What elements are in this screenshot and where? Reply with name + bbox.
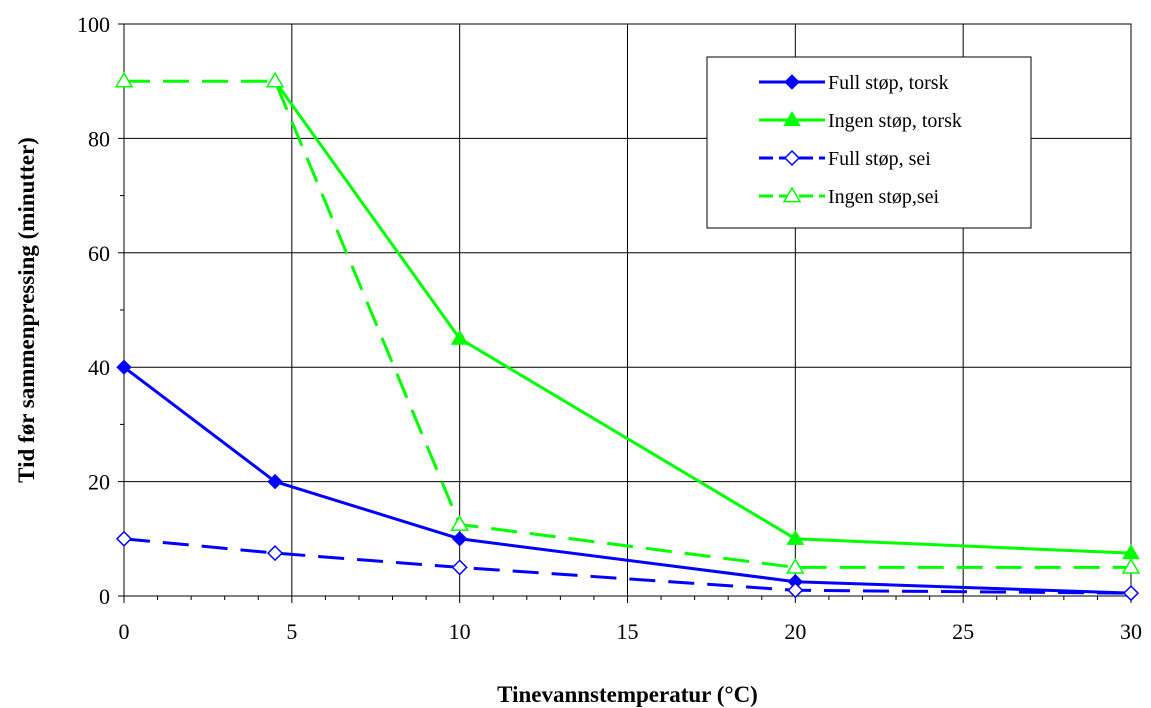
data-point — [1121, 557, 1141, 574]
y-tick-label: 20 — [88, 470, 110, 495]
data-point — [114, 71, 134, 88]
legend-label: Full støp, sei — [828, 148, 931, 170]
x-tick-label: 10 — [449, 619, 471, 644]
legend-box — [706, 56, 1032, 229]
x-tick-label: 0 — [119, 619, 130, 644]
y-tick-label: 40 — [88, 355, 110, 380]
legend-item: Full støp, sei — [759, 148, 931, 170]
data-point — [267, 473, 283, 490]
legend-label: Ingen støp, torsk — [828, 110, 962, 132]
data-point — [450, 515, 469, 531]
legend-marker — [783, 149, 801, 167]
data-point — [787, 582, 804, 599]
x-tick-label: 15 — [617, 619, 639, 644]
legend-item: Ingen støp, torsk — [759, 110, 962, 132]
data-point — [451, 531, 468, 547]
series — [114, 71, 1141, 602]
x-tick-label: 25 — [952, 619, 974, 644]
y-tick-label: 80 — [88, 126, 110, 151]
data-point — [266, 545, 284, 562]
series-group — [114, 71, 1141, 574]
data-point — [786, 557, 805, 574]
y-tick-label: 0 — [99, 584, 110, 609]
y-tick-label: 60 — [88, 241, 110, 266]
data-point — [265, 71, 285, 88]
legend-marker — [784, 74, 800, 90]
x-tick-label: 20 — [784, 619, 806, 644]
legend-marker — [783, 111, 801, 127]
data-point — [451, 559, 468, 576]
y-tick-label: 100 — [77, 12, 110, 37]
series-line — [273, 80, 1132, 555]
legend-marker — [782, 186, 802, 203]
x-tick-label: 5 — [286, 619, 297, 644]
legend-item: Ingen støp,sei — [759, 186, 940, 208]
data-point — [1122, 585, 1140, 602]
legend: Full støp, torsk Ingen støp, torsk Full st… — [706, 56, 1032, 229]
data-point — [115, 530, 133, 547]
legend-item: Full støp, torsk — [759, 72, 949, 94]
series-group — [115, 530, 1140, 602]
x-tick-label: 30 — [1120, 619, 1142, 644]
legend-label: Full støp, torsk — [828, 72, 949, 94]
axes: 0 20 40 60 80 100 0 5 10 15 20 25 30 — [77, 12, 1142, 644]
legend-label: Ingen støp,sei — [828, 186, 940, 208]
x-axis-title: Tinevannstemperatur (°C) — [497, 682, 758, 707]
data-point — [786, 529, 805, 545]
y-axis-title: Tid før sammenpressing (minutter) — [14, 137, 39, 483]
data-point — [450, 329, 469, 345]
data-point — [116, 359, 132, 375]
